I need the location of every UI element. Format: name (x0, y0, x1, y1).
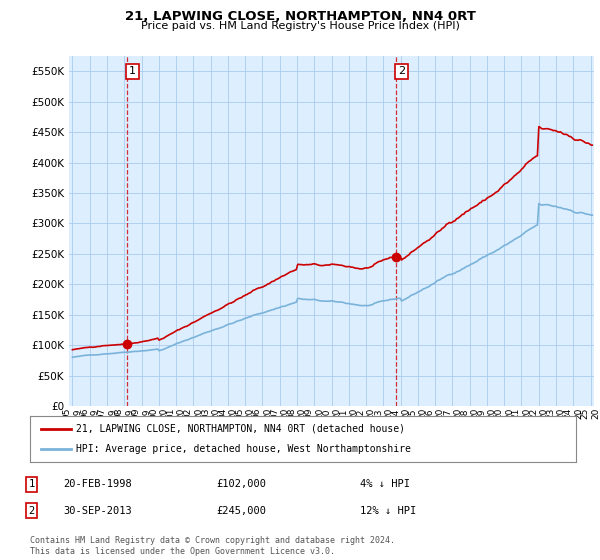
Text: 4% ↓ HPI: 4% ↓ HPI (360, 479, 410, 489)
Text: 12% ↓ HPI: 12% ↓ HPI (360, 506, 416, 516)
Text: £102,000: £102,000 (216, 479, 266, 489)
Text: 1: 1 (29, 479, 35, 489)
Text: HPI: Average price, detached house, West Northamptonshire: HPI: Average price, detached house, West… (76, 444, 411, 454)
Text: 30-SEP-2013: 30-SEP-2013 (63, 506, 132, 516)
Text: 1: 1 (129, 67, 136, 77)
Text: Price paid vs. HM Land Registry's House Price Index (HPI): Price paid vs. HM Land Registry's House … (140, 21, 460, 31)
Text: 21, LAPWING CLOSE, NORTHAMPTON, NN4 0RT (detached house): 21, LAPWING CLOSE, NORTHAMPTON, NN4 0RT … (76, 424, 406, 434)
Text: £245,000: £245,000 (216, 506, 266, 516)
Text: 20-FEB-1998: 20-FEB-1998 (63, 479, 132, 489)
Text: 21, LAPWING CLOSE, NORTHAMPTON, NN4 0RT: 21, LAPWING CLOSE, NORTHAMPTON, NN4 0RT (125, 10, 475, 23)
Text: 2: 2 (398, 67, 405, 77)
Text: Contains HM Land Registry data © Crown copyright and database right 2024.
This d: Contains HM Land Registry data © Crown c… (30, 536, 395, 556)
Text: 2: 2 (29, 506, 35, 516)
